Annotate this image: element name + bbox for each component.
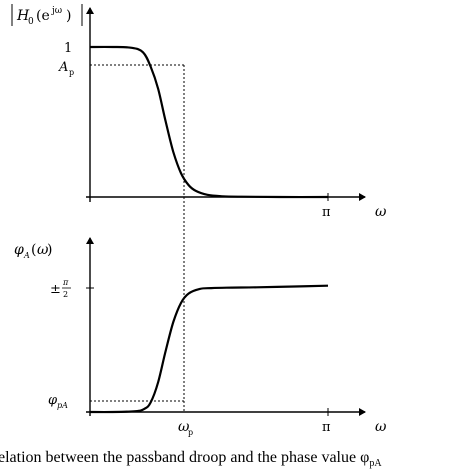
phase-chart: φ A ( ω ) ± π 2 φ pA ω p π ω xyxy=(14,237,387,437)
svg-text:pA: pA xyxy=(57,401,68,410)
svg-text:φ: φ xyxy=(14,242,24,258)
svg-text:0: 0 xyxy=(28,17,34,27)
svg-text:(e: (e xyxy=(36,8,50,24)
svg-text:): ) xyxy=(66,8,71,24)
svg-text:A: A xyxy=(23,251,30,260)
svg-text:2: 2 xyxy=(63,290,68,299)
tick-label-pm-pi-half: ± π 2 xyxy=(50,278,71,299)
svg-text:ω: ω xyxy=(178,419,190,435)
caption-text: elation between the passband droop and t… xyxy=(0,449,369,466)
figure-caption: elation between the passband droop and t… xyxy=(0,449,382,469)
tick-label-phi-pa: φ pA xyxy=(48,393,68,410)
bottom-ylabel: φ A ( ω ) xyxy=(14,242,52,260)
x-axis-label-top: ω xyxy=(375,204,387,220)
tick-label-one: 1 xyxy=(64,41,72,56)
tick-label-ap: A p xyxy=(58,60,74,77)
magnitude-curve xyxy=(89,45,329,199)
svg-text:p: p xyxy=(188,428,193,437)
tick-label-omega-p: ω p xyxy=(178,419,193,437)
svg-text:H: H xyxy=(16,8,30,24)
x-axis-label-bottom: ω xyxy=(375,419,387,435)
tick-label-pi-bottom: π xyxy=(322,420,331,435)
top-x-tick-labels: π ω xyxy=(322,204,387,220)
top-y-tick-labels: 1 A p xyxy=(58,41,74,77)
svg-text:π: π xyxy=(62,278,69,287)
svg-text:p: p xyxy=(69,68,74,77)
svg-text:φ: φ xyxy=(48,393,58,408)
tick-label-pi-top: π xyxy=(322,205,331,220)
svg-text:jω: jω xyxy=(51,6,62,16)
svg-text:): ) xyxy=(47,242,52,258)
magnitude-chart: H 0 (e jω ) 1 A p π ω xyxy=(11,4,387,220)
svg-text:(: ( xyxy=(31,242,36,258)
svg-text:±: ± xyxy=(50,282,61,297)
svg-text:ω: ω xyxy=(37,242,49,258)
svg-text:A: A xyxy=(58,60,68,75)
phase-curve xyxy=(89,284,329,414)
caption-subscript: pA xyxy=(369,458,382,469)
top-ylabel: H 0 (e jω ) xyxy=(11,4,83,27)
